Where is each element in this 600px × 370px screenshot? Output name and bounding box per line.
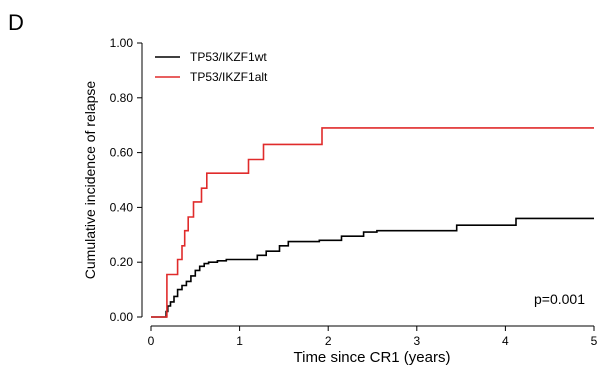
x-tick-label: 2 xyxy=(325,334,332,348)
axes xyxy=(141,43,594,327)
y-tick-label: 0.80 xyxy=(110,91,134,105)
x-tick-label: 4 xyxy=(502,334,509,348)
y-tick-label: 1.00 xyxy=(110,36,134,50)
series-layer xyxy=(151,127,594,318)
legend-label-alt: TP53/IKZF1alt xyxy=(190,70,268,84)
x-tick-label: 1 xyxy=(236,334,243,348)
series-line-alt xyxy=(151,127,594,318)
legend-label-wt: TP53/IKZF1wt xyxy=(190,50,267,64)
series-line-wt xyxy=(151,217,594,318)
x-tick-label: 5 xyxy=(591,334,598,348)
y-tick-label: 0.60 xyxy=(110,146,134,160)
panel-label: D xyxy=(8,10,24,35)
y-axis-label: Cumulative incidence of relapse xyxy=(82,81,98,280)
y-ticks: 0.00 0.20 0.40 0.60 0.80 1.00 xyxy=(110,36,142,324)
y-tick-label: 0.00 xyxy=(110,310,134,324)
x-axis-label: Time since CR1 (years) xyxy=(294,349,451,366)
x-tick-label: 3 xyxy=(413,334,420,348)
x-tick-label: 0 xyxy=(148,334,155,348)
p-value-annotation: p=0.001 xyxy=(534,291,585,307)
y-tick-label: 0.20 xyxy=(110,255,134,269)
legend: TP53/IKZF1wt TP53/IKZF1alt xyxy=(155,50,268,84)
x-ticks: 0 1 2 3 4 5 xyxy=(148,326,598,348)
y-tick-label: 0.40 xyxy=(110,200,134,214)
